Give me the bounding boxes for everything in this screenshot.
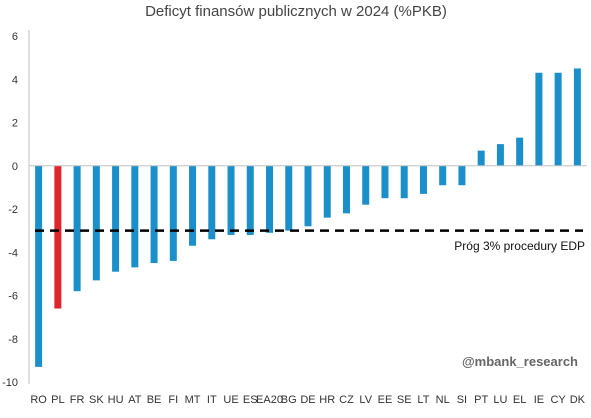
bar-ie	[535, 72, 543, 166]
bar-ee	[381, 165, 389, 199]
bar-nl	[439, 165, 447, 186]
x-tick-label: HU	[108, 394, 124, 406]
x-tick-label: FI	[168, 394, 178, 406]
x-tick-label: DK	[570, 394, 586, 406]
x-tick-label: UE	[223, 394, 238, 406]
bar-se	[400, 165, 408, 199]
y-tick-label: -4	[8, 247, 18, 259]
bar-el	[516, 137, 524, 166]
bar-si	[458, 165, 466, 186]
bar-it	[208, 165, 216, 240]
bar-fr	[73, 165, 81, 292]
bar-dk	[573, 68, 581, 166]
bar-lt	[419, 165, 427, 194]
reference-line-label: Próg 3% procedury EDP	[454, 239, 585, 253]
y-tick-label: 4	[12, 74, 18, 86]
bar-es	[246, 165, 254, 235]
x-tick-label: BE	[147, 394, 162, 406]
y-tick-label: 0	[12, 161, 18, 173]
x-tick-label: HR	[319, 394, 335, 406]
x-tick-label: NL	[436, 394, 450, 406]
bar-cy	[554, 72, 562, 166]
bar-hr	[323, 165, 331, 218]
bar-lv	[362, 165, 370, 205]
x-tick-label: SK	[89, 394, 104, 406]
x-tick-label: SE	[397, 394, 412, 406]
x-tick-label: PL	[51, 394, 64, 406]
x-tick-label: AT	[128, 394, 142, 406]
bars-layer	[35, 68, 581, 367]
bar-mt	[189, 165, 197, 246]
y-tick-label: -6	[8, 291, 18, 303]
x-tick-label: LV	[359, 394, 372, 406]
bar-lu	[496, 144, 504, 166]
bar-hu	[112, 165, 120, 272]
y-tick-label: -8	[8, 334, 18, 346]
x-tick-label: PT	[474, 394, 488, 406]
x-tick-label: FR	[70, 394, 85, 406]
x-tick-label: DE	[300, 394, 315, 406]
x-tick-label: RO	[30, 394, 47, 406]
bar-be	[150, 165, 158, 264]
x-tick-label: CY	[550, 394, 566, 406]
x-tick-label: BG	[281, 394, 297, 406]
x-tick-label: MT	[185, 394, 201, 406]
bar-ea20	[266, 165, 274, 233]
x-tick-label: IE	[534, 394, 544, 406]
x-tick-label: EE	[378, 394, 393, 406]
x-tick-label: IT	[207, 394, 217, 406]
chart-title: Deficyt finansów publicznych w 2024 (%PK…	[145, 3, 447, 20]
x-tick-label: ES	[243, 394, 258, 406]
bar-ue	[227, 165, 235, 235]
x-tick-label: CZ	[339, 394, 354, 406]
bar-ro	[35, 165, 43, 367]
y-tick-label: -10	[2, 377, 18, 389]
bar-pt	[477, 150, 485, 166]
bar-sk	[92, 165, 100, 281]
bar-fi	[169, 165, 177, 261]
x-tick-label: EL	[513, 394, 526, 406]
watermark-text: @mbank_research	[462, 354, 578, 369]
x-tick-label: LU	[493, 394, 507, 406]
y-tick-label: 2	[12, 118, 18, 130]
bar-de	[304, 165, 312, 227]
bar-at	[131, 165, 139, 268]
x-tick-label: LT	[417, 394, 429, 406]
bar-bg	[285, 165, 293, 231]
bar-cz	[342, 165, 350, 214]
y-tick-label: 6	[12, 31, 18, 43]
x-tick-label: EA20	[256, 394, 283, 406]
y-tick-label: -2	[8, 204, 18, 216]
x-tick-label: SI	[457, 394, 467, 406]
bar-pl	[54, 165, 62, 309]
